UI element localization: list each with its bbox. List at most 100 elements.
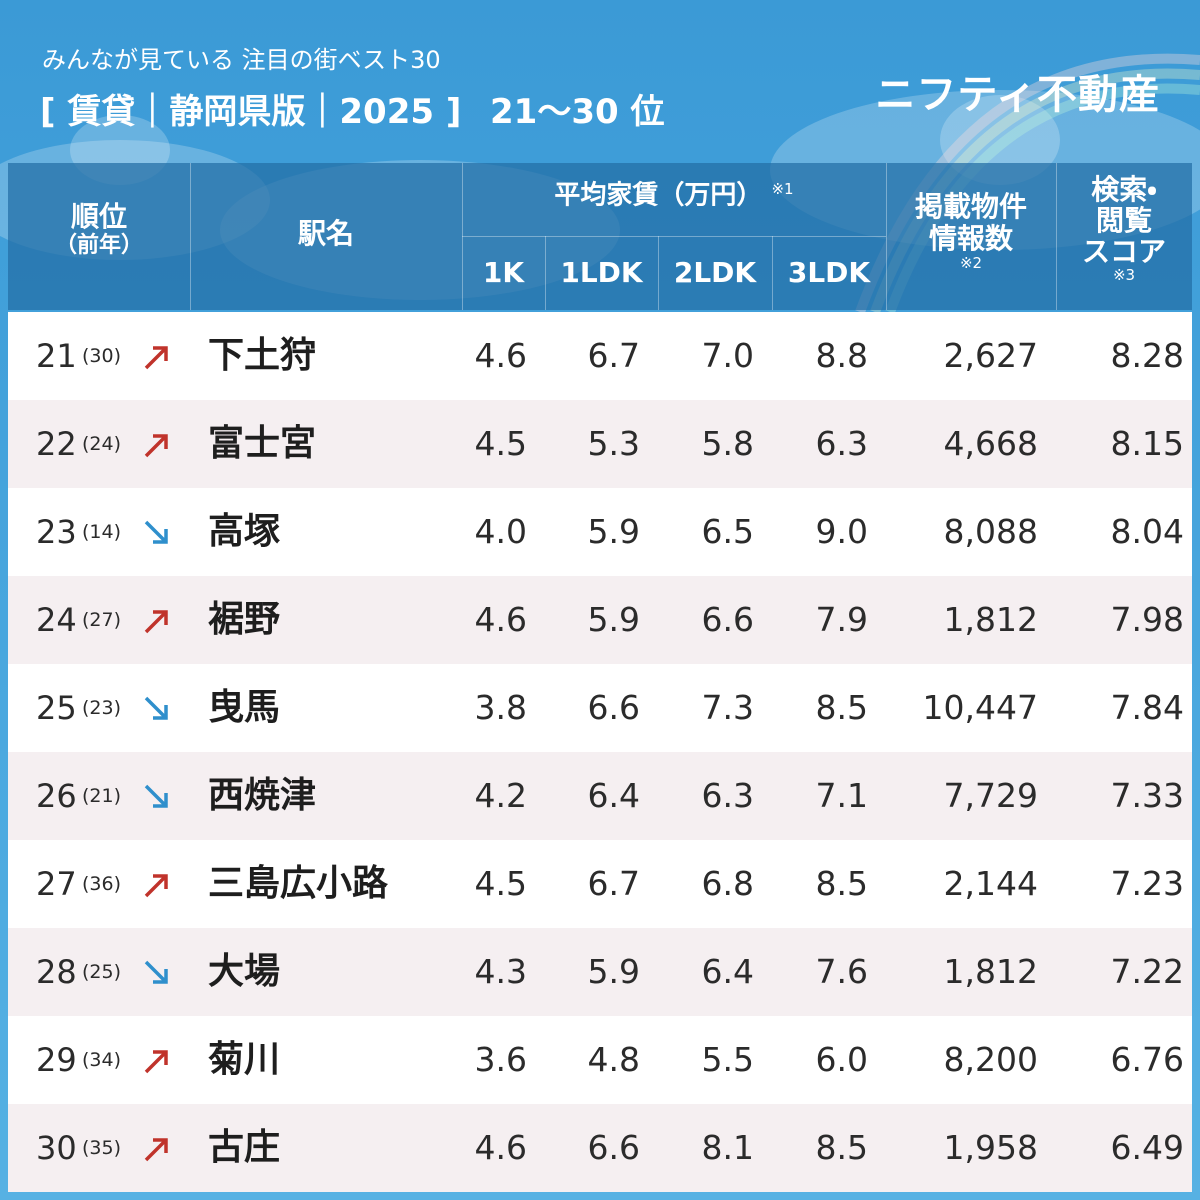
header-line: スコア (1081, 234, 1166, 268)
rank: 24 (36, 601, 77, 639)
rent-value: 8.8 (815, 336, 868, 375)
score: 7.84 (1110, 688, 1184, 727)
rent-value: 6.0 (815, 1040, 868, 1079)
trend-arrow (144, 346, 168, 370)
table-row: 29 (34) 菊川 3.6 4.8 5.5 6.0 8,200 6.76 (8, 1016, 1192, 1104)
listings-count: 10,447 (922, 688, 1038, 727)
rent-value: 4.0 (474, 512, 527, 551)
divider (772, 236, 773, 310)
previous-rank: (21) (82, 785, 122, 807)
score: 6.49 (1110, 1128, 1184, 1167)
station-name: 大場 (208, 951, 281, 992)
header-line: 掲載物件 (914, 190, 1027, 223)
previous-rank: (34) (82, 1049, 122, 1071)
previous-rank: (35) (82, 1137, 122, 1159)
header-line: 検索・ (1091, 173, 1157, 206)
trend-arrow (144, 610, 168, 634)
rent-value: 4.6 (474, 1128, 527, 1167)
score: 7.33 (1110, 776, 1184, 815)
rent-value: 6.6 (701, 600, 754, 639)
header-line: 情報数 (928, 222, 1013, 256)
arrow-shape (144, 784, 168, 808)
rank-range: 21～30 位 (490, 92, 665, 132)
footnote-mark: ※1 (771, 180, 794, 198)
arrow-shape (144, 696, 168, 720)
trend-arrow (144, 520, 168, 544)
rent-value: 6.3 (701, 776, 754, 815)
listings-count: 8,088 (943, 512, 1038, 551)
previous-rank: (36) (82, 873, 122, 895)
previous-rank: (27) (82, 609, 122, 631)
listings-count: 8,200 (943, 1040, 1038, 1079)
table-row: 21 (30) 下土狩 4.6 6.7 7.0 8.8 2,627 8.28 (8, 312, 1192, 400)
rent-value: 4.5 (474, 864, 527, 903)
header-line: （前年） (54, 233, 143, 259)
table-row: 23 (14) 高塚 4.0 5.9 6.5 9.0 8,088 8.04 (8, 488, 1192, 576)
listings-header: 掲載物件 情報数 ※2 (886, 190, 1056, 273)
station-name: 古庄 (208, 1127, 281, 1168)
subtitle: みんなが見ている 注目の街ベスト30 (42, 46, 441, 74)
rent-value: 6.7 (587, 864, 640, 903)
table-row: 24 (27) 裾野 4.6 5.9 6.6 7.9 1,812 7.98 (8, 576, 1192, 664)
rent-value: 5.9 (587, 512, 640, 551)
rank: 29 (36, 1041, 77, 1079)
rent-value: 6.8 (701, 864, 754, 903)
trend-arrow (144, 874, 168, 898)
listings-count: 2,627 (943, 336, 1038, 375)
footnote-mark: ※2 (959, 254, 983, 273)
rent-value: 7.9 (815, 600, 868, 639)
rank: 26 (36, 777, 77, 815)
rent-header: 平均家賃（万円） ※1 (462, 180, 886, 212)
table-header: 順位 （前年） 駅名 平均家賃（万円） ※1 1K 1LDK 2LDK 3LDK… (8, 163, 1192, 310)
divider (545, 236, 546, 310)
arrow-shape (144, 874, 168, 898)
arrow-shape (144, 520, 168, 544)
arrow-shape (144, 1138, 168, 1162)
station-header: 駅名 (297, 217, 354, 250)
table-row: 30 (35) 古庄 4.6 6.6 8.1 8.5 1,958 6.49 (8, 1104, 1192, 1192)
arrow-shape (144, 610, 168, 634)
score: 6.76 (1110, 1040, 1184, 1079)
table-body: 21 (30) 下土狩 4.6 6.7 7.0 8.8 2,627 8.28 22 (24) 富士宮 4… (8, 312, 1192, 1192)
rent-value: 5.5 (701, 1040, 754, 1079)
divider (886, 163, 887, 310)
rank: 25 (36, 689, 77, 727)
footnote-mark: ※3 (1112, 266, 1136, 285)
station-name: 裾野 (208, 599, 281, 640)
listings-count: 1,812 (943, 952, 1038, 991)
previous-rank: (30) (82, 345, 122, 367)
brand-logo: ニフティ不動産 (875, 72, 1160, 118)
score: 8.04 (1110, 512, 1184, 551)
rank: 27 (36, 865, 77, 903)
rent-value: 3.8 (474, 688, 527, 727)
trend-arrow (144, 434, 168, 458)
rent-value: 6.3 (815, 424, 868, 463)
table-row: 25 (23) 曳馬 3.8 6.6 7.3 8.5 10,447 7.84 (8, 664, 1192, 752)
rent-type-header: 2LDK (673, 256, 757, 289)
rent-value: 8.1 (701, 1128, 754, 1167)
station-name: 菊川 (208, 1039, 281, 1080)
rank: 30 (36, 1129, 77, 1167)
rent-type-header: 3LDK (787, 256, 871, 289)
rent-type-header: 1K (482, 256, 525, 289)
arrow-shape (144, 960, 168, 984)
rent-value: 6.5 (701, 512, 754, 551)
rent-value: 7.1 (815, 776, 868, 815)
rent-value: 5.8 (701, 424, 754, 463)
rent-value: 6.6 (587, 1128, 640, 1167)
listings-count: 1,958 (943, 1128, 1038, 1167)
header-line: 閲覧 (1095, 203, 1152, 237)
listings-count: 2,144 (943, 864, 1038, 903)
listings-count: 7,729 (943, 776, 1038, 815)
trend-arrow (144, 696, 168, 720)
header-line: 順位 (70, 200, 127, 233)
rank-header: 順位 （前年） (8, 200, 190, 259)
rank: 28 (36, 953, 77, 991)
rent-value: 4.3 (474, 952, 527, 991)
station-name: 三島広小路 (208, 863, 389, 904)
trend-arrow (144, 960, 168, 984)
trend-arrow (144, 1138, 168, 1162)
rent-value: 4.2 (474, 776, 527, 815)
arrow-shape (144, 346, 168, 370)
trend-arrow (144, 784, 168, 808)
